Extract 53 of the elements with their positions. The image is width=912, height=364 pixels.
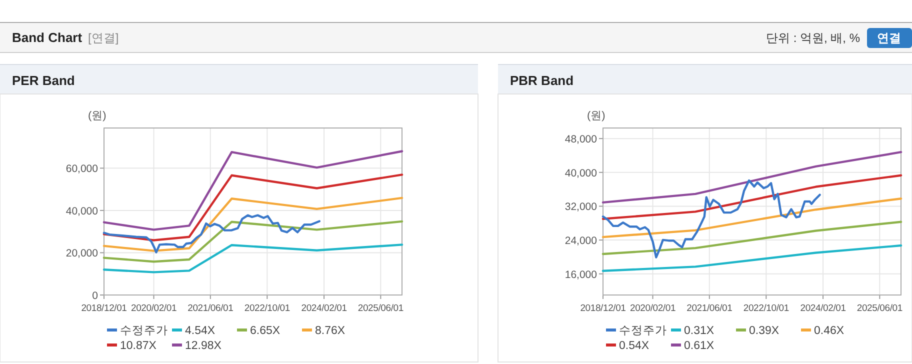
legend-label: 10.87X bbox=[120, 340, 157, 352]
legend-label: 수정주가 bbox=[619, 325, 667, 337]
line-series bbox=[102, 244, 404, 274]
line-series bbox=[602, 174, 902, 220]
legend-label: 0.61X bbox=[684, 340, 714, 352]
x-tick-label: 2025/06/01 bbox=[358, 303, 404, 314]
y-axis-title: (원) bbox=[88, 110, 106, 122]
legend-label: 4.54X bbox=[185, 325, 216, 337]
legend-label: 0.46X bbox=[814, 325, 844, 337]
line-series bbox=[602, 220, 902, 256]
legend-label: 12.98X bbox=[185, 340, 222, 352]
legend-label: 6.65X bbox=[250, 325, 280, 337]
legend-label: 0.31X bbox=[684, 325, 714, 337]
y-tick-label: 16,000 bbox=[564, 268, 598, 281]
line-series bbox=[602, 179, 821, 258]
text: Band Chart bbox=[12, 30, 83, 45]
x-tick-label: 2018/12/01 bbox=[580, 303, 626, 314]
y-axis-title: (원) bbox=[587, 110, 606, 122]
x-tick-label: 2025/06/01 bbox=[856, 303, 902, 314]
line-series bbox=[102, 196, 404, 252]
text: 단위 : 억원, 배, % bbox=[766, 31, 860, 45]
x-tick-label: 2020/02/01 bbox=[630, 303, 676, 314]
line-series bbox=[602, 198, 902, 238]
y-tick-label: 20,000 bbox=[66, 248, 98, 260]
y-tick-label: 40,000 bbox=[564, 167, 598, 180]
x-tick-label: 2022/10/01 bbox=[743, 303, 789, 314]
legend-label: 수정주가 bbox=[120, 325, 168, 337]
chart-title: PBR Band bbox=[510, 73, 574, 88]
line-series bbox=[602, 244, 902, 272]
legend-label: 0.54X bbox=[619, 340, 650, 352]
line-series bbox=[102, 220, 404, 263]
y-tick-label: 24,000 bbox=[564, 235, 598, 248]
y-tick-label: 40,000 bbox=[66, 205, 98, 218]
text: [연결] bbox=[88, 31, 119, 45]
line-series bbox=[102, 174, 404, 242]
y-tick-label: 48,000 bbox=[564, 134, 598, 146]
y-tick-label: 32,000 bbox=[564, 201, 598, 214]
legend-label: 0.39X bbox=[749, 325, 780, 337]
legend-label: 8.76X bbox=[315, 325, 346, 337]
y-tick-label: 0 bbox=[92, 290, 98, 302]
x-tick-label: 2021/06/01 bbox=[188, 303, 234, 314]
y-tick-label: 60,000 bbox=[66, 163, 98, 176]
x-tick-label: 2021/06/01 bbox=[686, 303, 732, 314]
x-tick-label: 2024/02/01 bbox=[301, 303, 347, 314]
x-tick-label: 2024/02/01 bbox=[800, 303, 846, 314]
x-tick-label: 2022/10/01 bbox=[244, 303, 290, 314]
chart-title: PER Band bbox=[12, 73, 75, 88]
line-series bbox=[102, 214, 320, 254]
x-tick-label: 2018/12/01 bbox=[81, 303, 127, 314]
line-series bbox=[102, 150, 404, 231]
x-tick-label: 2020/02/01 bbox=[130, 303, 177, 314]
line-series bbox=[602, 151, 902, 204]
text: 연결 bbox=[877, 31, 901, 45]
